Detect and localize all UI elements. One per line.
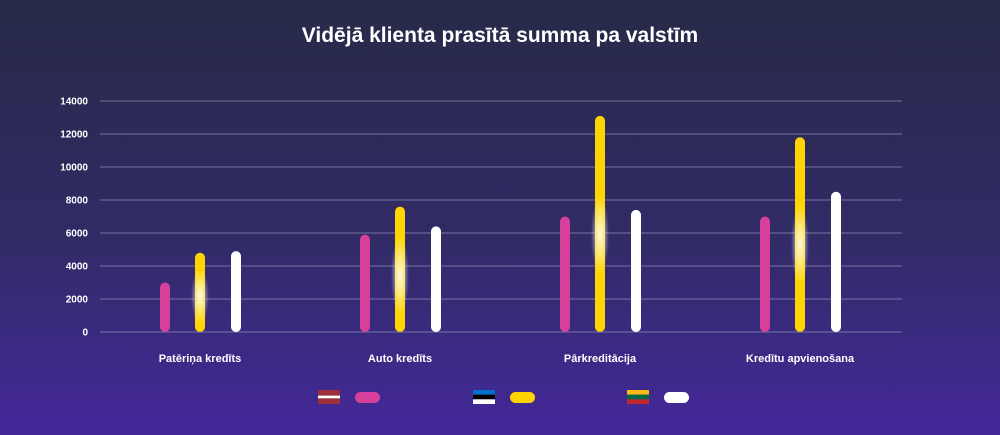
bar [631,209,641,332]
chart-title: Vidējā klienta prasītā summa pa valstīm [302,24,698,47]
y-tick-label: 6000 [66,229,89,240]
bar [431,226,441,332]
lithuania-flag-icon [627,390,649,404]
flag-stripe [318,398,340,404]
flag-stripe [473,399,495,404]
x-category-label: Auto kredīts [368,353,432,365]
flag-stripe [318,390,340,396]
bar [231,251,241,332]
flag-stripe [627,390,649,395]
legend [318,390,689,404]
y-tick-label: 12000 [60,130,88,141]
bar [560,216,570,332]
flag-stripe [473,394,495,400]
bar-glow [791,204,809,285]
bar [831,191,841,332]
y-tick-label: 10000 [60,163,88,174]
x-category-label: Patēriņa kredīts [159,353,242,365]
bars [160,115,841,332]
bar-glow [191,268,209,325]
legend-item [627,390,689,404]
flag-stripe [318,395,340,399]
y-axis-ticks: 0 2000 4000 6000 8000 10000 12000 14000 [60,97,88,339]
bar-glow [591,194,609,275]
x-category-label: Kredītu apvienošana [746,353,855,365]
legend-item [473,390,535,404]
legend-swatch [664,392,689,403]
grid-lines [100,100,902,333]
legend-item [318,390,380,404]
flag-stripe [627,394,649,400]
y-tick-label: 4000 [66,262,89,273]
y-tick-label: 0 [82,328,88,339]
bar [160,282,170,332]
x-category-label: Pārkreditācija [564,353,637,365]
estonia-flag-icon [473,390,495,404]
bar [360,234,370,332]
flag-stripe [473,390,495,395]
bar-glow [391,235,409,316]
bar [760,216,770,332]
y-tick-label: 14000 [60,97,88,108]
latvia-flag-icon [318,390,340,404]
y-tick-label: 2000 [66,295,89,306]
legend-swatch [510,392,535,403]
x-axis-categories: Patēriņa kredīts Auto kredīts Pārkreditāci… [159,353,855,365]
y-tick-label: 8000 [66,196,89,207]
flag-stripe [627,399,649,404]
legend-swatch [355,392,380,403]
